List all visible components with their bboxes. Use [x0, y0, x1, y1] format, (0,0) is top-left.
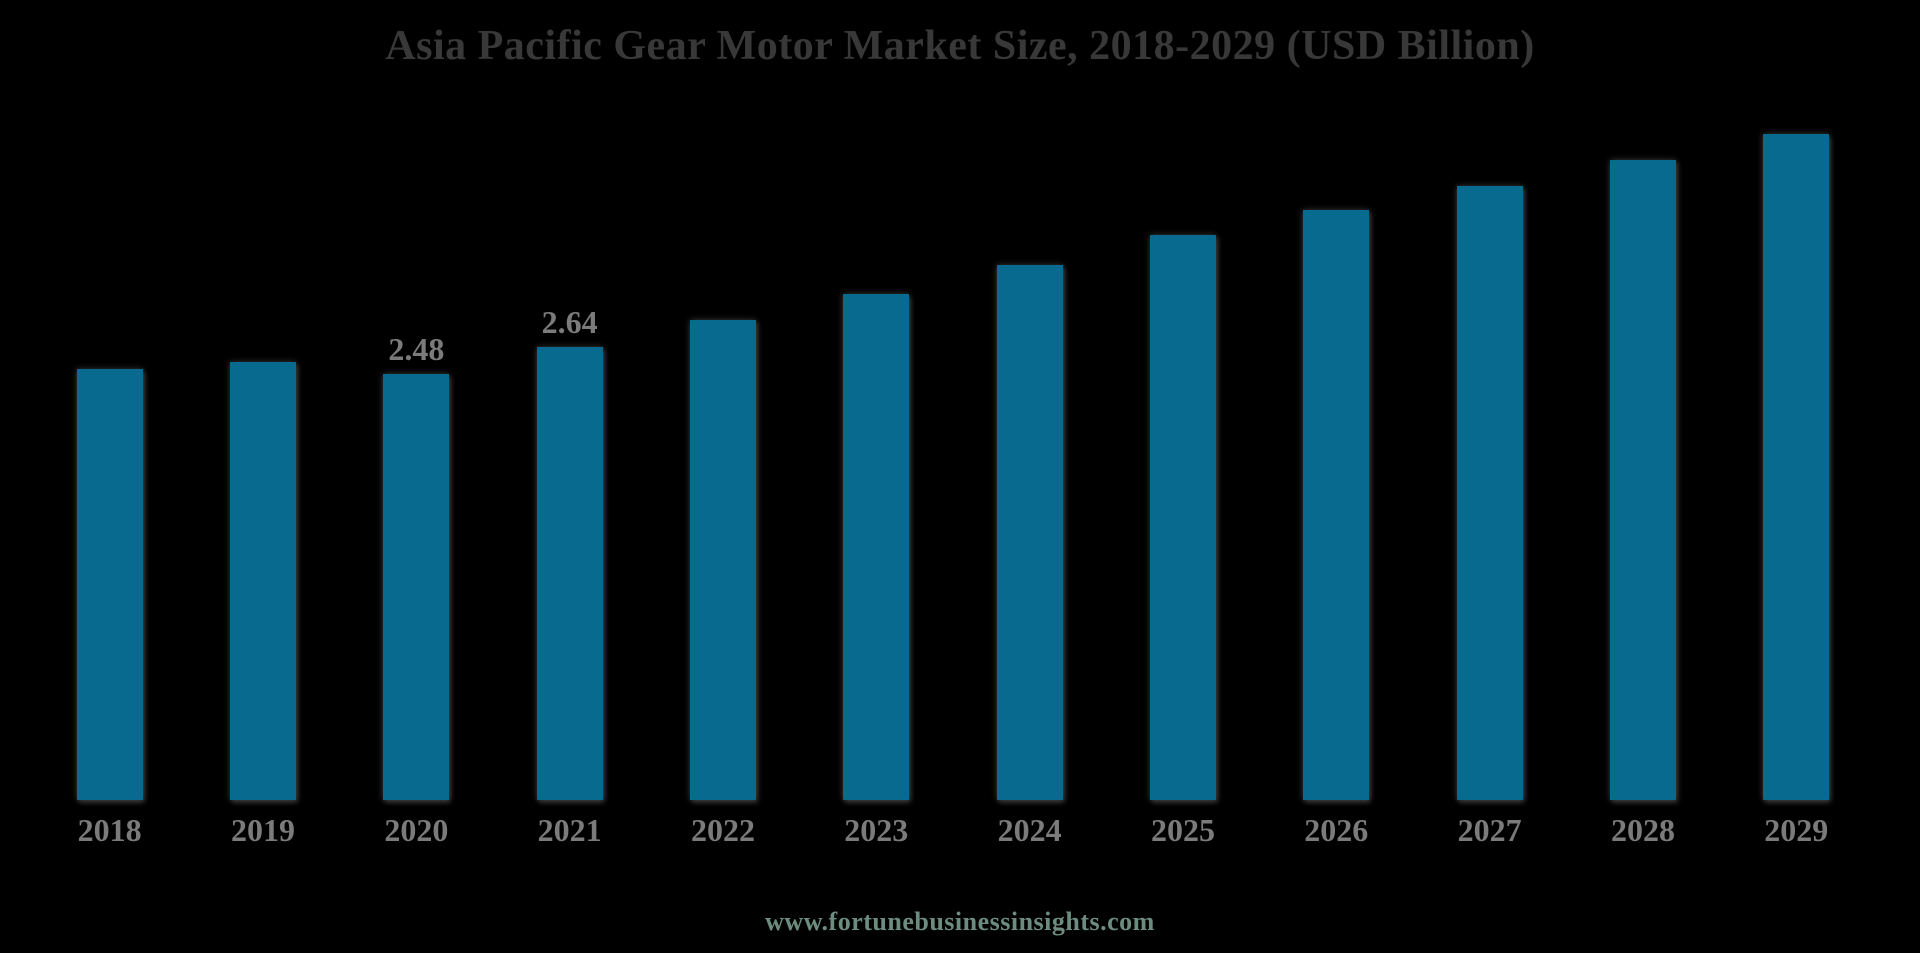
- bar-2027: [1456, 186, 1523, 800]
- bar-column-2022: 2022: [646, 0, 799, 856]
- bar-column-2024: 2024: [953, 0, 1106, 856]
- bar-2025: [1149, 235, 1216, 800]
- bar-2029: [1763, 134, 1830, 800]
- x-axis-label-2020: 2020: [384, 812, 449, 848]
- bar-2019: [229, 362, 296, 800]
- bar-2022: [689, 320, 756, 800]
- plot-area: 2018 2019 2.48 2020 2.64 2021 2022 2023 2024 2025…: [33, 0, 1873, 856]
- x-axis-label-2029: 2029: [1764, 812, 1829, 848]
- bar-2028: [1609, 160, 1676, 800]
- bar-2023: [843, 294, 910, 800]
- bar-2020: [383, 374, 450, 800]
- chart-title: Asia Pacific Gear Motor Market Size, 201…: [385, 23, 1535, 69]
- bar-column-2026: 2026: [1260, 0, 1413, 856]
- x-axis-label-2027: 2027: [1457, 812, 1522, 848]
- bar-column-2020: 2.48 2020: [340, 0, 493, 856]
- bar-column-2029: 2029: [1720, 0, 1873, 856]
- x-axis-label-2026: 2026: [1304, 812, 1369, 848]
- bar-column-2025: 2025: [1106, 0, 1259, 856]
- bar-2021: [536, 347, 603, 800]
- bar-column-2018: 2018: [33, 0, 186, 856]
- x-axis-label-2021: 2021: [537, 812, 602, 848]
- bar-value-label-2021: 2.64: [541, 304, 598, 340]
- bar-column-2023: 2023: [800, 0, 953, 856]
- bar-2024: [996, 265, 1063, 800]
- x-axis-label-2023: 2023: [844, 812, 909, 848]
- x-axis-label-2018: 2018: [77, 812, 142, 848]
- x-axis-label-2019: 2019: [230, 812, 295, 848]
- bar-column-2027: 2027: [1413, 0, 1566, 856]
- bar-column-2019: 2019: [186, 0, 339, 856]
- footer-watermark-link[interactable]: www.fortunebusinessinsights.com: [765, 907, 1155, 936]
- bar-column-2028: 2028: [1566, 0, 1719, 856]
- bar-value-label-2020: 2.48: [388, 331, 445, 367]
- x-axis-label-2024: 2024: [997, 812, 1062, 848]
- x-axis-label-2028: 2028: [1610, 812, 1675, 848]
- bar-column-2021: 2.64 2021: [493, 0, 646, 856]
- x-axis-label-2022: 2022: [690, 812, 755, 848]
- x-axis-label-2025: 2025: [1150, 812, 1215, 848]
- bar-2026: [1303, 210, 1370, 800]
- bar-2018: [76, 369, 143, 800]
